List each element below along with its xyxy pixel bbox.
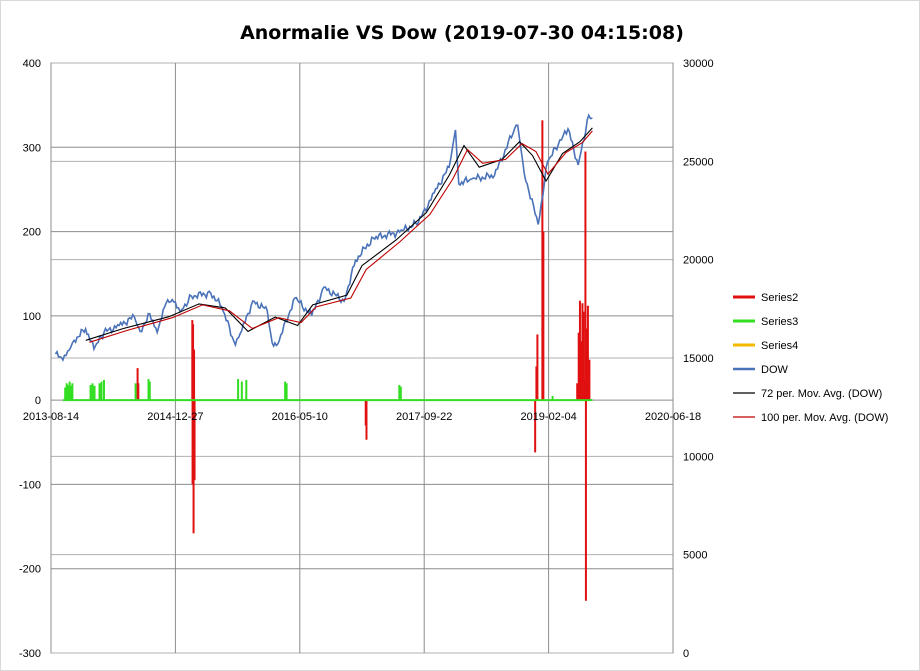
bar-marks [62, 120, 593, 601]
bar-series2 [193, 349, 196, 401]
bar-series3 [399, 386, 402, 401]
bar-series3 [98, 383, 101, 401]
chart-title: Anormalie VS Dow (2019-07-30 04:15:08) [240, 22, 684, 44]
x-tick-label: 2017-09-22 [396, 411, 452, 423]
x-tick-label: 2020-06-18 [645, 411, 701, 423]
gridlines [50, 62, 674, 654]
legend-label: 72 per. Mov. Avg. (DOW) [761, 388, 882, 400]
bar-series3 [91, 383, 94, 401]
y-right-tick-label: 5000 [683, 550, 707, 562]
bar-series3 [398, 384, 401, 401]
bar-series3 [100, 381, 103, 401]
legend-label: Series4 [761, 340, 798, 352]
bar-series2 [536, 334, 539, 401]
y-right-tick-label: 20000 [683, 255, 714, 267]
line-marks [54, 113, 593, 362]
y-left-tick-label: 400 [23, 58, 41, 70]
x-tick-label: 2016-05-10 [272, 411, 328, 423]
y-left-tick-label: -100 [19, 479, 41, 491]
y-right-tick-label: 0 [683, 648, 689, 660]
bar-series2 [542, 231, 545, 401]
bar-series2 [576, 383, 579, 401]
bar-series3 [64, 387, 67, 401]
line-dow [54, 113, 593, 362]
bar-series3 [70, 385, 73, 401]
legend: Series2 Series3 Series4 DOW 72 per. Mov. Avg… [733, 292, 888, 424]
bar-series3 [71, 383, 74, 401]
bar-series3 [284, 381, 287, 401]
x-tick-label: 2014-12-27 [147, 411, 203, 423]
bar-series3 [65, 383, 68, 401]
bar-series2 [577, 332, 580, 401]
bar-series2 [365, 400, 368, 440]
bar-series2 [588, 359, 591, 401]
y-left-tick-label: 300 [23, 142, 41, 154]
bar-series2 [137, 383, 140, 401]
y-right-tick-label: 15000 [683, 353, 714, 365]
line-100-per-mov-avg-dow- [89, 130, 593, 343]
bar-series2 [579, 341, 582, 401]
y-right-tick-label: 30000 [683, 58, 714, 70]
y-left-tick-label: 100 [23, 311, 41, 323]
bar-series3 [134, 383, 137, 401]
x-tick-label: 2013-08-14 [23, 411, 79, 423]
bar-series3 [68, 381, 71, 401]
y-left-tick-label: 200 [23, 227, 41, 239]
bar-series3 [93, 385, 96, 401]
bar-series2 [586, 305, 589, 401]
y-right-tick-label: 25000 [683, 156, 714, 168]
bar-series3 [89, 384, 92, 401]
bar-series2 [584, 400, 587, 601]
bar-series3 [237, 379, 240, 401]
bar-series3 [285, 383, 288, 401]
y-left-tick-label: 0 [35, 395, 41, 407]
legend-label: DOW [761, 364, 789, 376]
bar-series3 [147, 379, 150, 401]
bar-series3 [551, 395, 554, 401]
y-left-tick-label: -300 [19, 648, 41, 660]
axes: 400 300 200 100 0 -100 -200 -300 30000 25000 20000… [19, 58, 714, 660]
x-tick-label: 2019-02-04 [520, 411, 576, 423]
bar-series3 [148, 381, 151, 401]
bar-series3 [67, 384, 70, 401]
bar-series2 [534, 400, 537, 453]
legend-label: 100 per. Mov. Avg. (DOW) [761, 412, 888, 424]
legend-label: Series3 [761, 316, 798, 328]
bar-series3 [245, 379, 248, 401]
y-left-tick-label: -200 [19, 564, 41, 576]
legend-label: Series2 [761, 292, 798, 304]
bar-series2 [584, 151, 587, 401]
bar-series3 [240, 381, 243, 401]
bar-series3 [102, 379, 105, 401]
line-72-per-mov-avg-dow- [85, 127, 593, 341]
bar-series2 [582, 311, 585, 401]
bar-series2 [193, 400, 196, 481]
y-right-tick-label: 10000 [683, 451, 714, 463]
